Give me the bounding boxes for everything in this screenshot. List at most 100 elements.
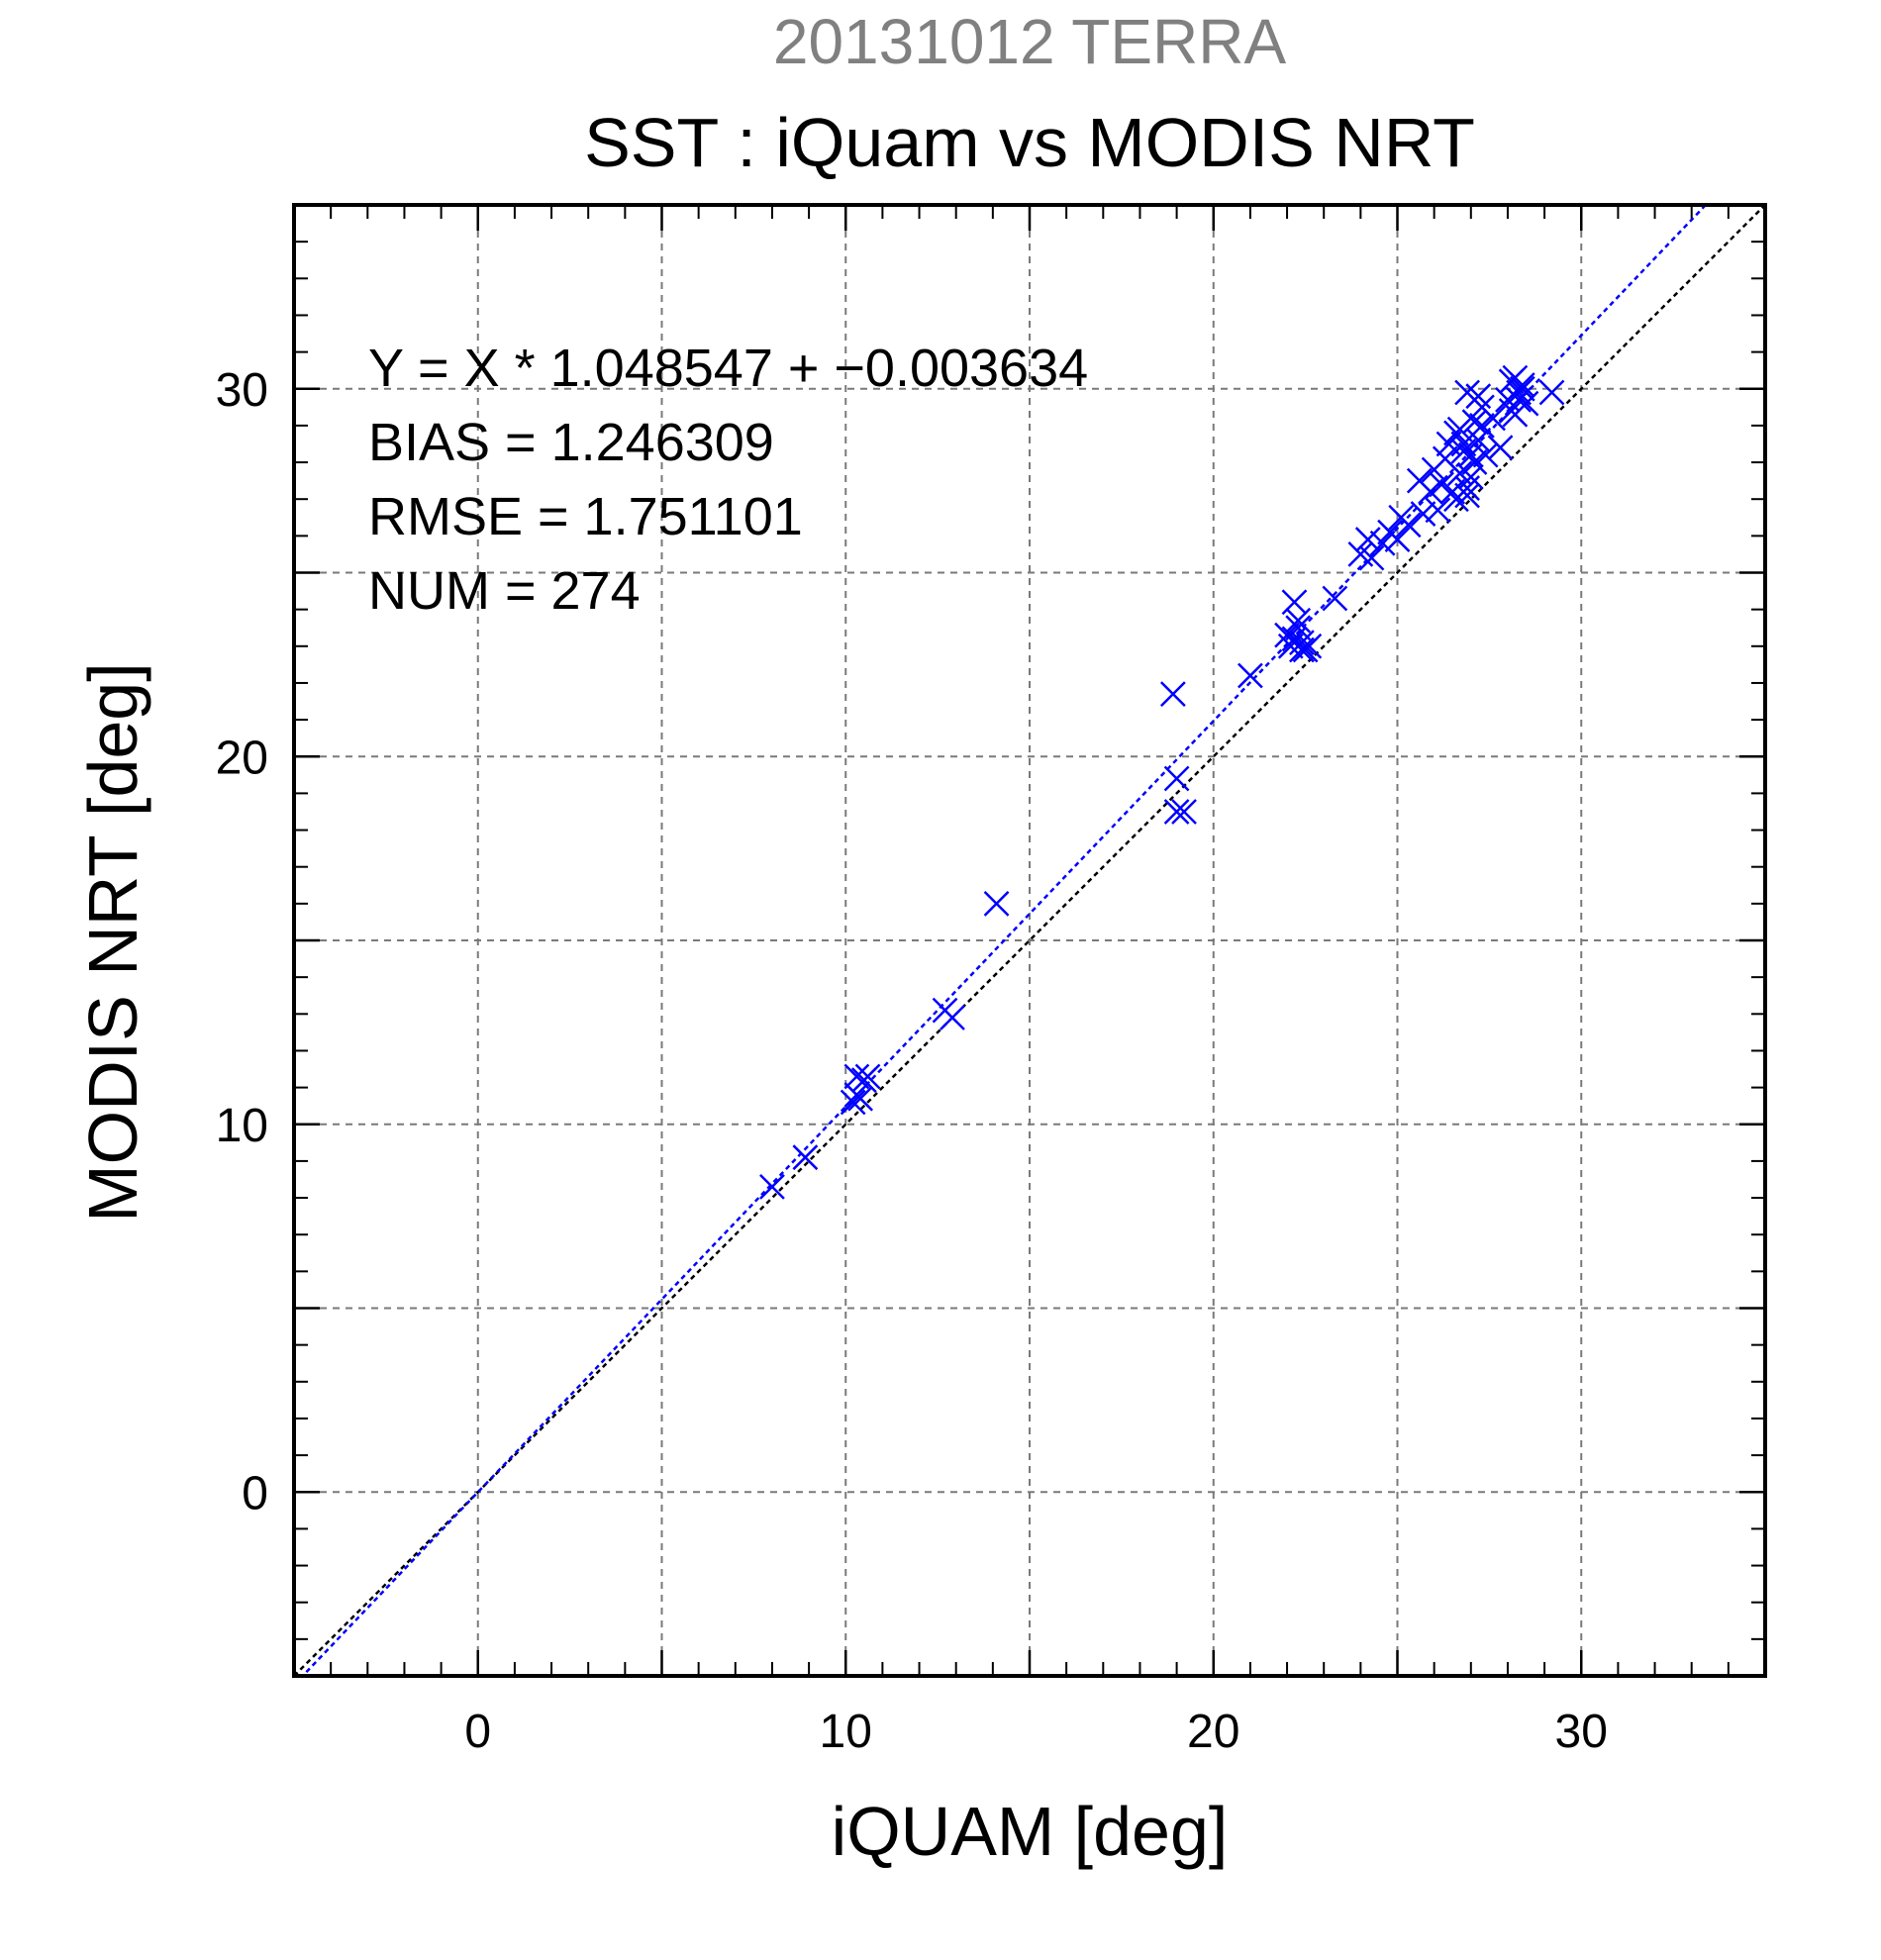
x-tick-label: 30 [1555, 1706, 1608, 1758]
data-point [1446, 416, 1473, 442]
marker-stroke [1418, 478, 1443, 505]
data-point [1502, 364, 1529, 391]
marker-stroke [1469, 413, 1495, 439]
data-point [840, 1089, 866, 1116]
marker-stroke [854, 1063, 881, 1090]
data-point [1238, 662, 1263, 689]
marker-stroke [1487, 435, 1514, 461]
data-point [1498, 398, 1525, 424]
marker-stroke [1285, 607, 1312, 634]
rmse-value: RMSE = 1.751101 [368, 487, 803, 546]
data-point [1425, 497, 1451, 524]
x-axis-label: iQUAM [deg] [832, 1793, 1229, 1870]
data-point [1418, 478, 1443, 505]
y-tick-label: 30 [216, 364, 268, 417]
y-tick-label: 10 [216, 1100, 268, 1152]
data-point [1163, 765, 1190, 792]
data-point [1289, 637, 1315, 663]
y-tick-label: 20 [216, 732, 268, 784]
x-tick-label: 20 [1187, 1706, 1239, 1758]
data-point [843, 1082, 870, 1108]
marker-stroke [1296, 633, 1323, 659]
data-point [1171, 799, 1197, 825]
marker-stroke [1454, 475, 1480, 501]
minor-ticks [294, 205, 1765, 1676]
data-point [1480, 405, 1506, 432]
data-point [1469, 413, 1495, 439]
marker-stroke [1171, 799, 1197, 825]
marker-stroke [759, 1174, 785, 1200]
marker-stroke [1384, 527, 1411, 552]
marker-stroke [1465, 427, 1492, 453]
marker-stroke [1472, 441, 1499, 468]
y-tick-labels: 0 10 20 30 [216, 364, 268, 1520]
marker-stroke [1502, 364, 1529, 391]
marker-stroke [840, 1089, 866, 1116]
marker-stroke [1429, 471, 1454, 498]
marker-stroke [1498, 398, 1525, 424]
data-point [983, 890, 1010, 917]
data-point [1538, 379, 1565, 406]
data-point [854, 1063, 881, 1090]
chart-subtitle: SST : iQuam vs MODIS NRT [584, 104, 1475, 181]
data-point [940, 1005, 965, 1030]
marker-stroke [1432, 445, 1458, 472]
marker-stroke [843, 1082, 870, 1108]
marker-stroke [1439, 478, 1466, 505]
marker-stroke [843, 1063, 870, 1090]
major-ticks [294, 205, 1765, 1676]
x-tick-labels: 0 10 20 30 [464, 1706, 1608, 1758]
marker-stroke [792, 1144, 819, 1171]
sample-count: NUM = 274 [368, 561, 641, 621]
marker-stroke [1509, 375, 1535, 402]
marker-stroke [1454, 482, 1480, 509]
plot-frame [292, 203, 1767, 1678]
data-point [1465, 383, 1492, 410]
marker-stroke [1410, 501, 1436, 527]
marker-stroke [1238, 662, 1263, 689]
marker-stroke [1395, 512, 1422, 539]
marker-stroke [1425, 497, 1451, 524]
marker-stroke [1274, 622, 1300, 648]
data-point [1509, 375, 1535, 402]
data-point [1384, 527, 1411, 552]
marker-stroke [1163, 799, 1190, 825]
data-point [1439, 478, 1466, 505]
marker-stroke [1163, 765, 1190, 792]
data-point [792, 1144, 819, 1171]
data-point [1285, 607, 1312, 634]
marker-stroke [1538, 379, 1565, 406]
marker-stroke [1369, 530, 1396, 556]
data-point [843, 1063, 870, 1090]
data-point [1281, 589, 1308, 616]
chart-title: 20131012 TERRA [773, 6, 1287, 77]
data-point [1410, 501, 1436, 527]
data-point [1472, 441, 1499, 468]
marker-stroke [1358, 544, 1385, 571]
data-point [1461, 449, 1488, 475]
y-tick-label: 0 [242, 1467, 268, 1519]
marker-stroke [1465, 383, 1492, 410]
marker-stroke [1289, 637, 1315, 663]
data-point [1296, 633, 1323, 659]
marker-stroke [1446, 416, 1473, 442]
marker-stroke [1461, 449, 1488, 475]
y-axis-label: MODIS NRT [deg] [74, 662, 151, 1222]
data-point [1322, 585, 1348, 612]
data-point [1513, 390, 1539, 417]
marker-stroke [1281, 626, 1308, 652]
marker-stroke [940, 1005, 965, 1030]
bias-value: BIAS = 1.246309 [368, 413, 774, 472]
marker-stroke [1322, 585, 1348, 612]
marker-stroke [1480, 405, 1506, 432]
marker-stroke [1513, 390, 1539, 417]
marker-stroke [1160, 681, 1186, 707]
data-point [1454, 475, 1480, 501]
marker-stroke [1454, 379, 1480, 406]
regression-stats: Y = X * 1.048547 + −0.003634 BIAS = 1.24… [368, 339, 1088, 621]
marker-stroke [1446, 460, 1473, 487]
data-point [1289, 630, 1315, 655]
x-tick-label: 0 [464, 1706, 491, 1758]
data-point [1395, 512, 1422, 539]
